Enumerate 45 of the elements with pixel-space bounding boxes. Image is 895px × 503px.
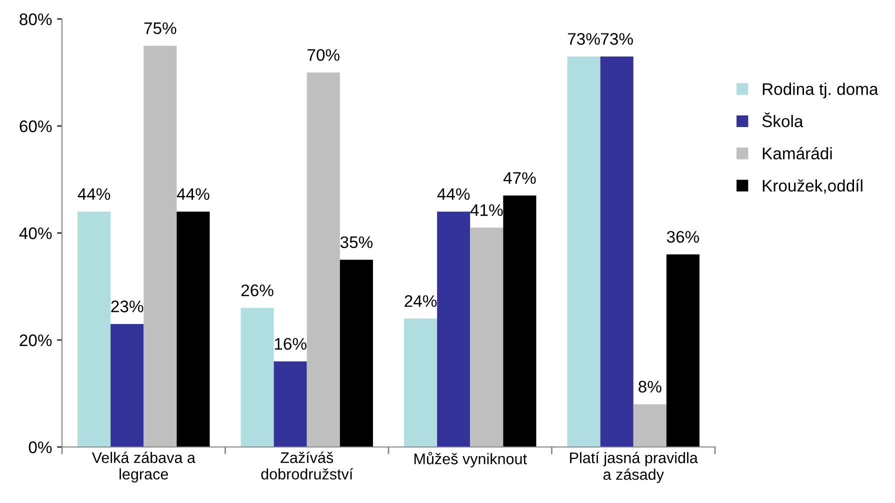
data-label: 41%	[470, 204, 503, 216]
data-label: 44%	[437, 188, 470, 200]
bar	[470, 228, 504, 447]
bar	[503, 196, 536, 447]
legend-label: Kamárádi	[762, 146, 832, 160]
bar	[78, 212, 111, 447]
data-label: 75%	[144, 22, 176, 34]
bar	[666, 254, 700, 447]
bar	[404, 318, 438, 447]
data-label: 24%	[404, 295, 437, 307]
bar	[306, 72, 340, 447]
data-label: 47%	[503, 172, 536, 184]
bar	[144, 46, 177, 447]
y-tick-label: 60%	[20, 120, 52, 132]
legend-label: Škola	[762, 112, 804, 128]
bar	[274, 361, 307, 447]
data-label: 36%	[666, 230, 700, 243]
x-tick-label: Můžeš vyniknout	[414, 452, 527, 468]
x-tick-label: Platí jasná pravidla a zásady	[570, 452, 698, 483]
y-tick-label: 20%	[20, 334, 52, 346]
bar	[340, 260, 373, 447]
data-label: 73%	[601, 33, 633, 45]
data-label: 44%	[176, 188, 210, 200]
data-label: 73%	[568, 33, 600, 45]
data-label: 44%	[78, 188, 110, 200]
bar	[240, 308, 274, 447]
data-label: 16%	[274, 338, 306, 350]
y-tick-label: 0%	[28, 441, 52, 454]
bar	[567, 56, 600, 447]
bar	[600, 56, 634, 447]
data-label: 35%	[340, 236, 373, 248]
data-label: 70%	[308, 49, 340, 61]
y-tick-label: 40%	[19, 227, 52, 240]
legend-label: Rodina tj. doma	[762, 82, 878, 98]
x-tick-label: Velká zábava a legrace	[92, 452, 196, 483]
legend-label: Kroužek,oddíl	[762, 179, 862, 194]
bar	[633, 404, 666, 447]
bar	[110, 324, 144, 447]
data-label: 8%	[638, 380, 662, 393]
data-label: 23%	[111, 300, 144, 312]
bar	[176, 212, 210, 447]
y-tick-label: 80%	[20, 13, 52, 26]
data-label: 26%	[241, 284, 274, 296]
bar	[437, 212, 470, 447]
x-tick-label: Zažíváš dobrodružství	[261, 452, 354, 480]
